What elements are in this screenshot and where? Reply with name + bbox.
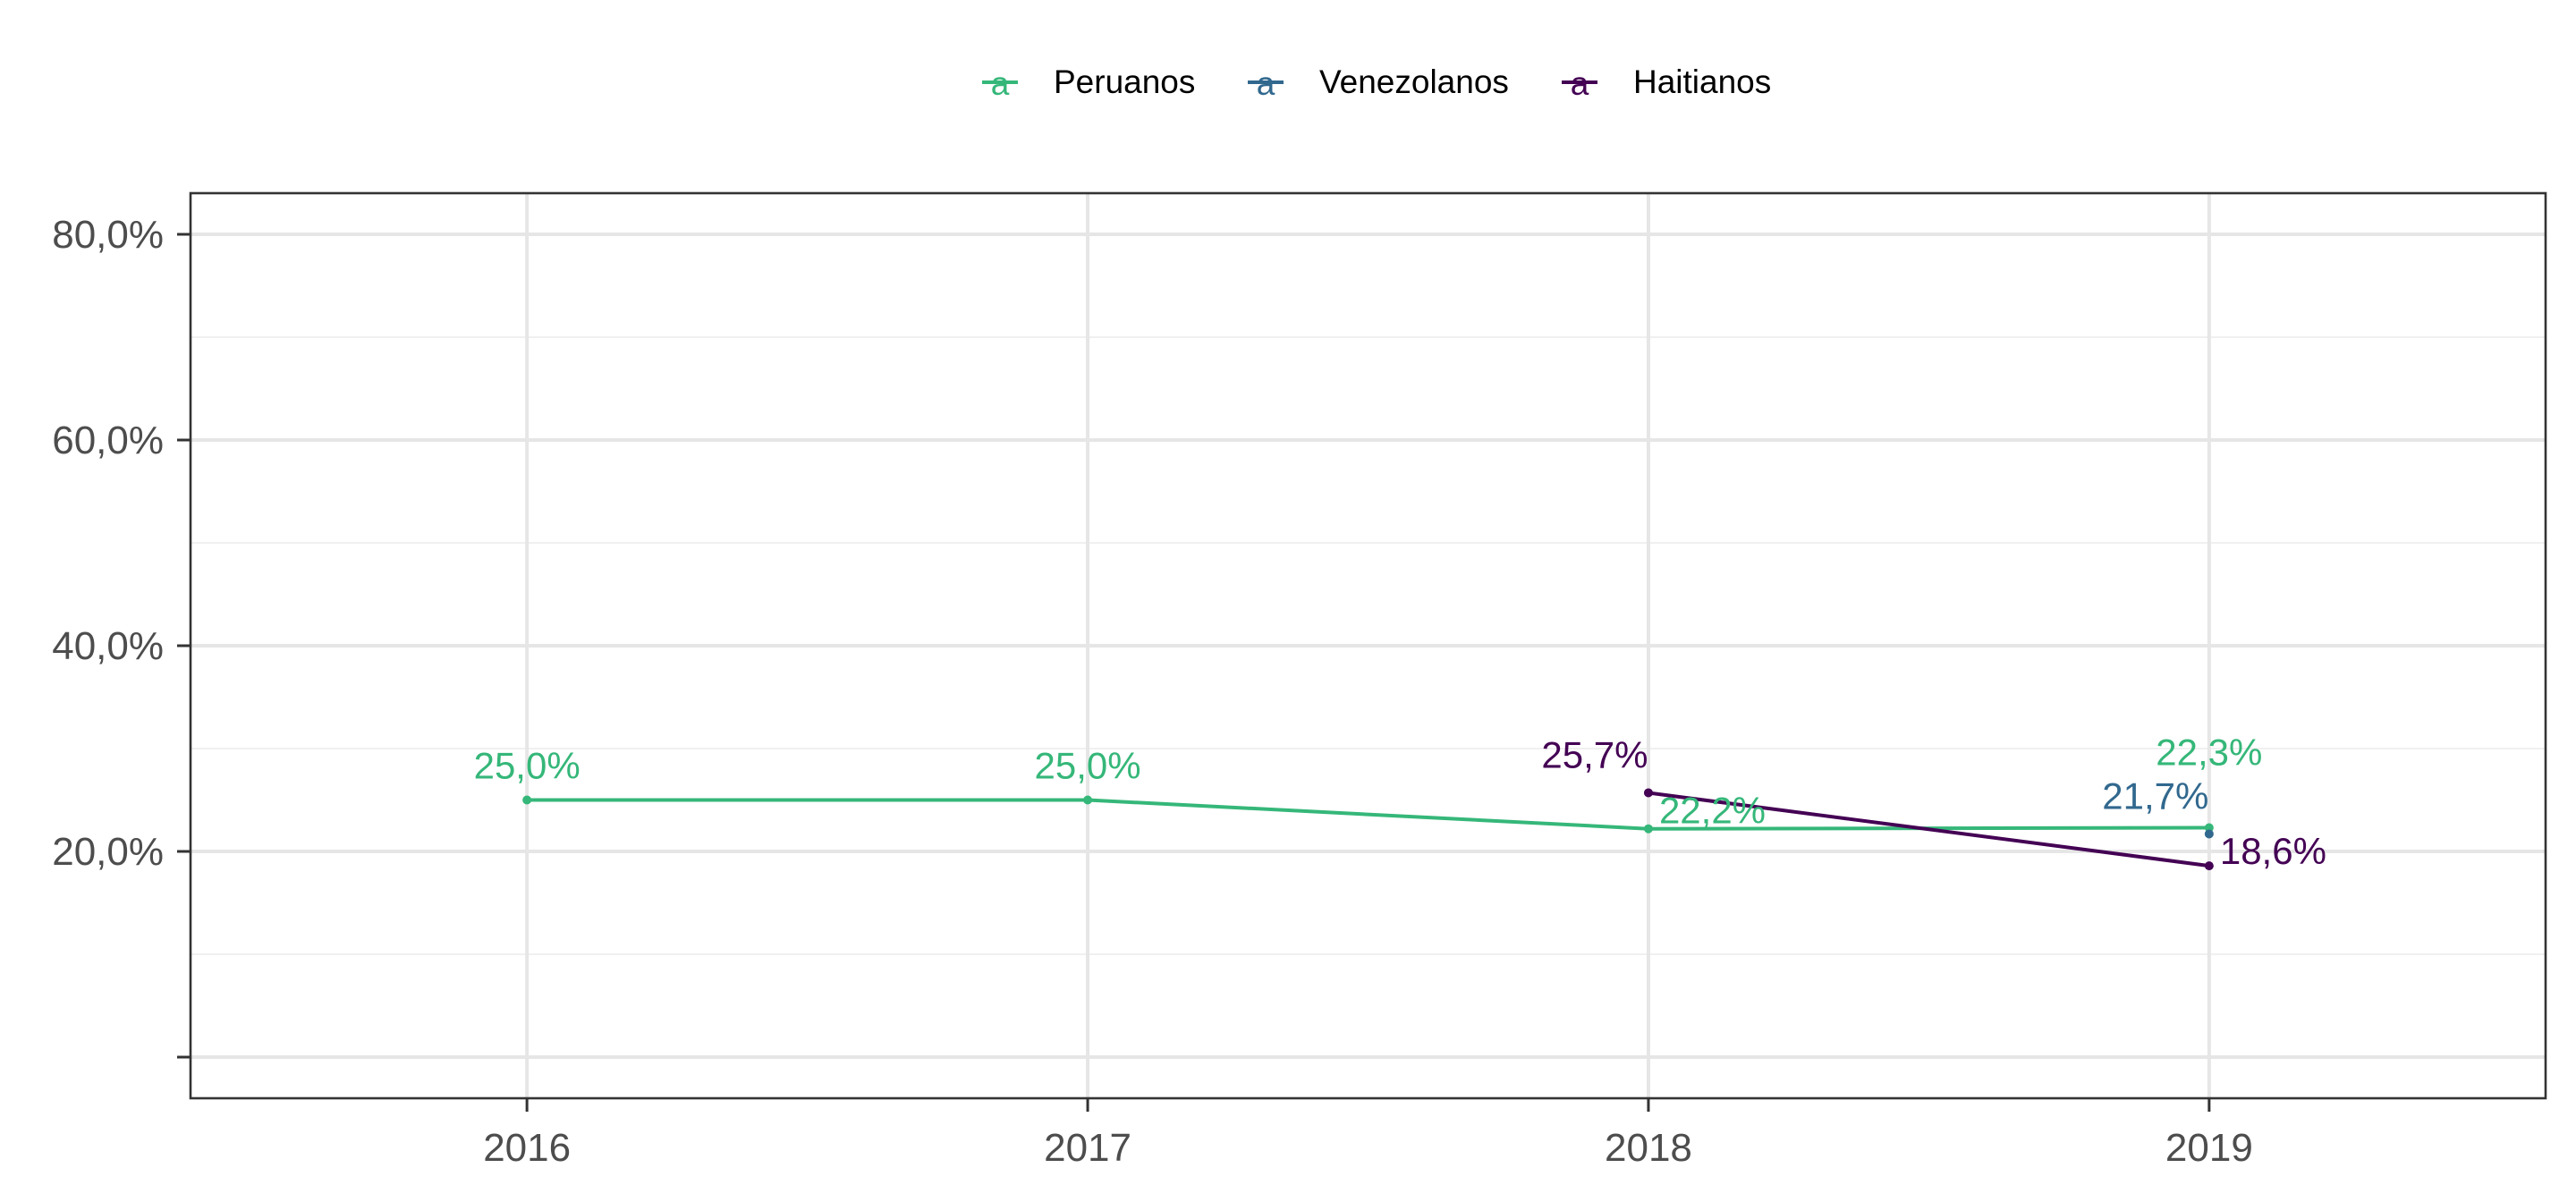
major-gridlines — [191, 193, 2546, 1098]
y-axis: 20,0% 40,0% 60,0% 80,0% — [52, 213, 191, 1059]
x-axis: 2016 2017 2018 2019 — [483, 1098, 2253, 1170]
x-tick-label: 2016 — [483, 1126, 571, 1170]
y-tick-label: 80,0% — [52, 213, 164, 257]
data-point-peruanos — [522, 795, 532, 805]
x-tick-label: 2018 — [1605, 1126, 1692, 1170]
data-label-peruanos: 22,3% — [2156, 732, 2262, 774]
data-label-haitianos: 18,6% — [2220, 830, 2326, 872]
y-tick-label: 40,0% — [52, 624, 164, 668]
data-point-haitianos — [1643, 788, 1653, 798]
legend-key-glyph-venezolanos: a — [1257, 65, 1275, 102]
legend-label-peruanos: Peruanos — [1054, 63, 1195, 100]
legend-label-venezolanos: Venezolanos — [1319, 63, 1509, 100]
x-tick-label: 2019 — [2165, 1126, 2253, 1170]
data-point-haitianos — [2204, 861, 2214, 871]
legend: a Peruanos a Venezolanos a Haitianos — [982, 63, 1771, 102]
data-label-peruanos: 25,0% — [1035, 745, 1141, 787]
legend-key-glyph-haitianos: a — [1571, 65, 1589, 102]
series-line-haitianos — [1648, 791, 2210, 868]
y-tick-label: 60,0% — [52, 419, 164, 462]
x-tick-label: 2017 — [1044, 1126, 1131, 1170]
data-label-peruanos: 22,2% — [1659, 790, 1766, 832]
data-label-peruanos: 25,0% — [474, 745, 580, 787]
data-point-peruanos — [1083, 795, 1093, 805]
series-lines — [527, 791, 2210, 868]
y-tick-label: 20,0% — [52, 830, 164, 874]
legend-key-glyph-peruanos: a — [991, 65, 1010, 102]
data-labels: 25,0% 25,0% 22,2% 22,3%21,7% 25,7% 18,6% — [474, 732, 2326, 873]
minor-gridlines — [191, 336, 2546, 955]
data-point-peruanos — [1643, 824, 1653, 834]
data-point-venezolanos — [2204, 829, 2214, 839]
legend-label-haitianos: Haitianos — [1633, 63, 1771, 100]
data-label-haitianos: 25,7% — [1541, 733, 1648, 775]
data-point-peruanos — [2204, 823, 2214, 833]
series-points — [522, 788, 2214, 871]
data-label-venezolanos: 21,7% — [2102, 775, 2208, 817]
